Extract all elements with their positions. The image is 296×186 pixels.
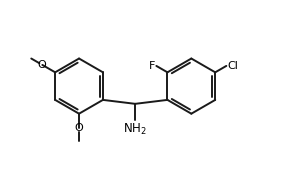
- Text: Cl: Cl: [227, 61, 238, 71]
- Text: NH$_2$: NH$_2$: [123, 122, 147, 137]
- Text: O: O: [37, 60, 46, 70]
- Text: F: F: [149, 61, 155, 71]
- Text: O: O: [75, 124, 83, 134]
